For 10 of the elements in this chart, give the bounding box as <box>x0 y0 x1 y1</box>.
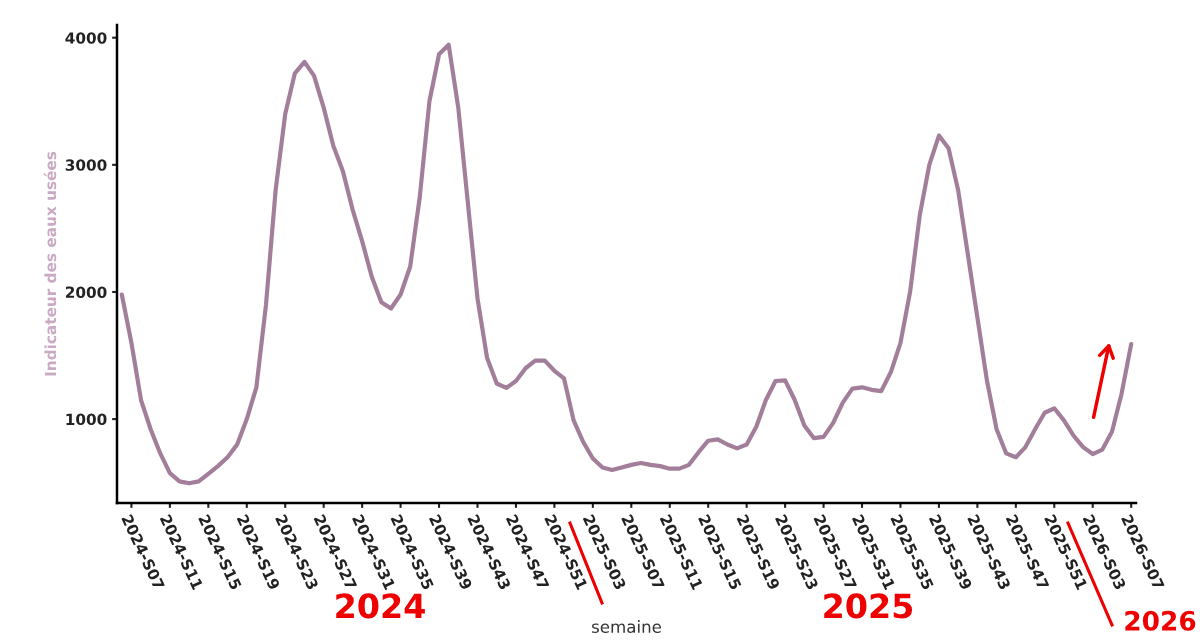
y-axis-title: Indicateur des eaux usées <box>43 151 57 376</box>
text: 2025 <box>824 593 913 619</box>
y-tick-label: 4000 <box>65 32 107 44</box>
line-series <box>119 42 1134 486</box>
x-axis-title: semaine <box>591 620 662 634</box>
text: 2026 <box>1125 610 1196 631</box>
text: 2024 <box>336 593 425 619</box>
y-tick-label: 3000 <box>65 159 107 171</box>
y-tick-label: 2000 <box>65 286 107 298</box>
y-tick-label: 1000 <box>66 413 107 426</box>
